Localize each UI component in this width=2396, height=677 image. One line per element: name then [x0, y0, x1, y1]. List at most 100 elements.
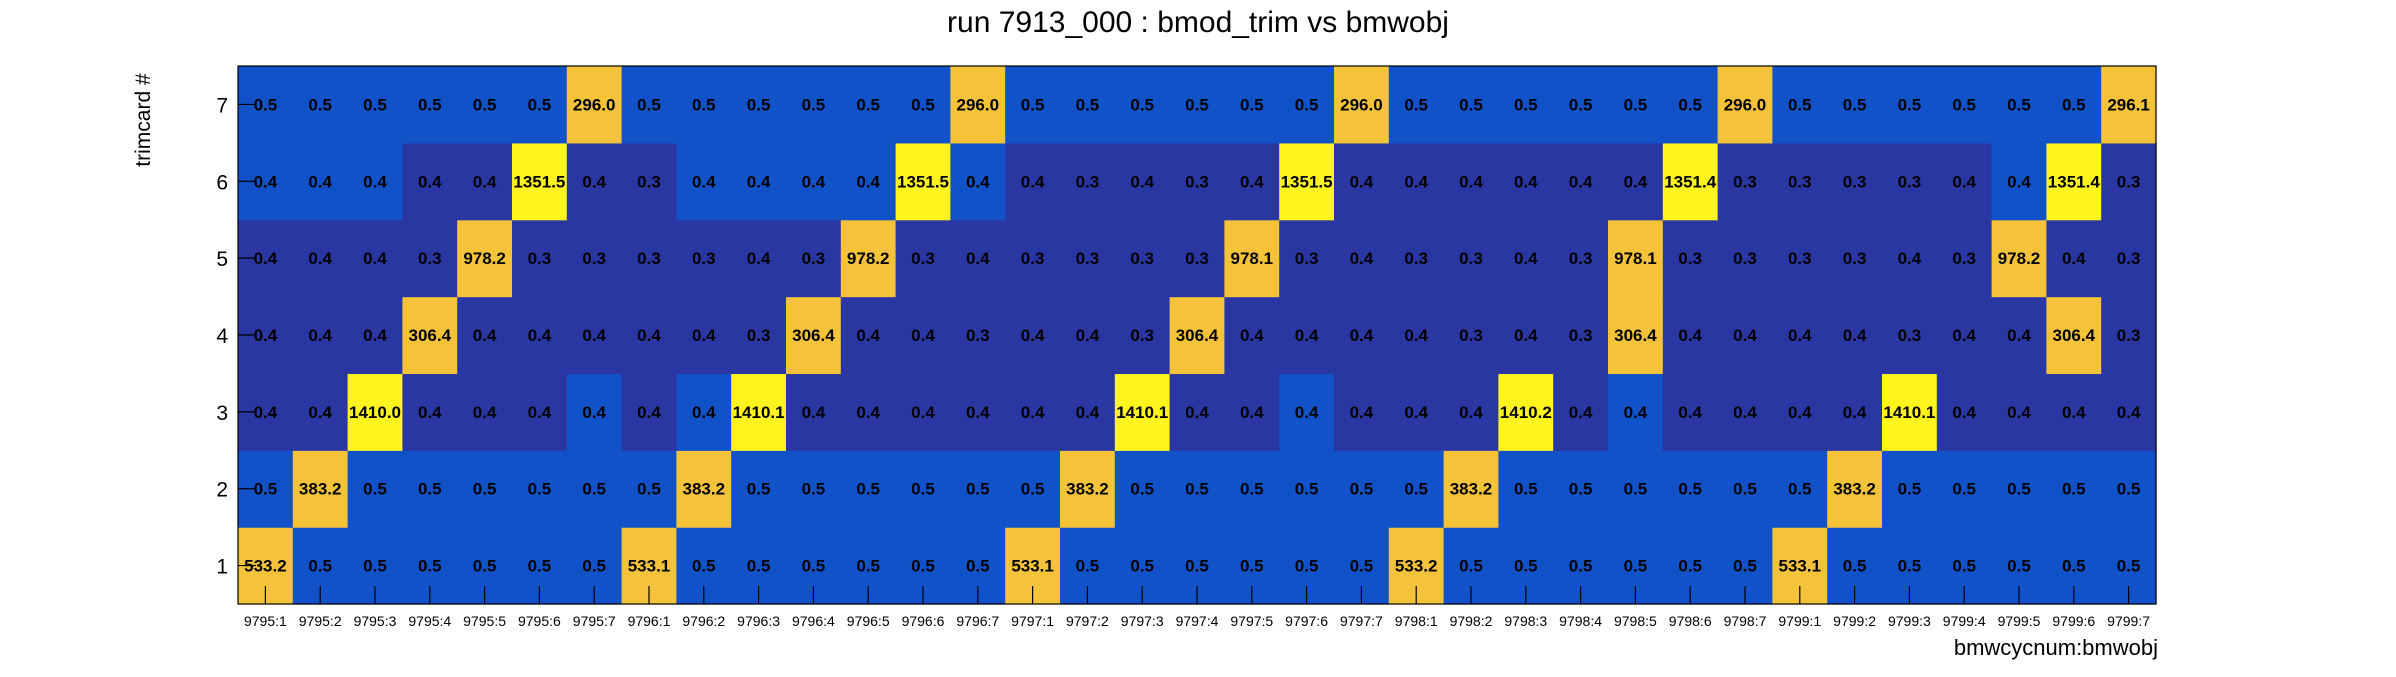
cell-value-label: 0.3 [911, 249, 935, 268]
heatmap-cell [1772, 66, 1828, 144]
heatmap-cell [457, 296, 513, 375]
cell-value-label: 0.5 [473, 480, 497, 499]
heatmap-cell [1169, 450, 1225, 528]
cell-value-label: 0.3 [637, 172, 661, 191]
cell-value-label: 0.3 [1130, 326, 1154, 345]
cell-value-label: 0.5 [1350, 480, 1374, 499]
heatmap-cell [1772, 450, 1828, 528]
cell-value-label: 0.5 [1185, 95, 1209, 114]
heatmap-cell [1717, 219, 1773, 298]
cell-value-label: 0.5 [1076, 557, 1100, 576]
cell-value-label: 978.1 [1614, 249, 1657, 268]
heatmap-cell [676, 450, 732, 528]
cell-value-label: 0.3 [1295, 249, 1319, 268]
cell-value-label: 0.3 [2117, 249, 2141, 268]
cell-value-label: 0.3 [802, 249, 826, 268]
x-tick-label: 9796:1 [628, 613, 671, 629]
cell-value-label: 0.4 [418, 403, 442, 422]
cell-value-label: 0.4 [637, 403, 661, 422]
heatmap-cell [786, 296, 842, 375]
heatmap-cell [1005, 66, 1061, 144]
cell-value-label: 0.4 [1021, 403, 1045, 422]
heatmap-cell [950, 66, 1006, 144]
cell-value-label: 0.3 [1843, 172, 1867, 191]
heatmap-cell [1717, 450, 1773, 528]
heatmap-cell [1224, 450, 1280, 528]
heatmap-cell [457, 66, 513, 144]
heatmap-cell [292, 296, 349, 375]
x-axis-label: bmwcycnum:bmwobj [1954, 635, 2158, 660]
x-tick-label: 9799:6 [2052, 613, 2095, 629]
cell-value-label: 0.4 [1624, 403, 1648, 422]
heatmap-cell [1443, 450, 1499, 528]
heatmap-cell [676, 219, 732, 298]
heatmap-cell [1169, 66, 1225, 144]
cell-value-label: 533.2 [1395, 557, 1438, 576]
cell-labels: 533.2 0.5 0.5 0.5 0.5 0.5 0.5 533.1 0.5 0.5 0.5 0.5… [244, 95, 2150, 575]
cell-value-label: 0.4 [363, 172, 387, 191]
x-tick-label: 9798:4 [1559, 613, 1602, 629]
heatmap-cell [1882, 450, 1938, 528]
cell-value-label: 0.5 [418, 95, 442, 114]
heatmap-cell [1662, 219, 1719, 298]
cell-value-label: 0.5 [1624, 95, 1648, 114]
cell-value-label: 0.5 [528, 557, 552, 576]
cell-value-label: 0.5 [966, 557, 990, 576]
heatmap-cell [1991, 373, 2047, 451]
cell-value-label: 0.4 [473, 172, 497, 191]
heatmap-cell [1717, 142, 1773, 221]
cell-value-label: 0.5 [1404, 95, 1428, 114]
cell-value-label: 0.3 [1021, 249, 1045, 268]
cell-value-label: 0.5 [856, 557, 880, 576]
x-tick-label: 9796:4 [792, 613, 835, 629]
heatmap-cell [1005, 373, 1061, 451]
y-tick-label: 5 [216, 248, 228, 271]
cell-value-label: 383.2 [1066, 480, 1109, 499]
cell-value-label: 0.4 [1240, 403, 1264, 422]
cell-value-label: 0.5 [1733, 480, 1757, 499]
cell-value-label: 296.1 [2107, 95, 2150, 114]
cell-value-label: 0.4 [1843, 326, 1867, 345]
cell-value-label: 0.4 [637, 326, 661, 345]
cell-value-label: 1410.0 [349, 403, 401, 422]
cell-value-label: 0.4 [856, 403, 880, 422]
cell-value-label: 0.4 [1678, 403, 1702, 422]
heatmap-cell [1717, 373, 1773, 451]
x-tick-label: 9797:5 [1230, 613, 1273, 629]
heatmap-cell [950, 142, 1006, 221]
cell-value-label: 0.3 [2117, 326, 2141, 345]
heatmap-cell [402, 142, 458, 221]
heatmap-cell [292, 66, 349, 144]
heatmap-cell [950, 450, 1006, 528]
heatmap-cell [2101, 142, 2157, 221]
cell-value-label: 0.4 [1843, 403, 1867, 422]
cell-value-label: 0.5 [1843, 557, 1867, 576]
cell-value-label: 0.4 [2007, 172, 2031, 191]
heatmap-cell [1991, 66, 2047, 144]
cell-value-label: 0.5 [2062, 95, 2086, 114]
heatmap-cell [457, 219, 513, 298]
heatmap-cell [1334, 66, 1390, 144]
cell-value-label: 0.5 [363, 557, 387, 576]
cell-value-label: 0.5 [1240, 557, 1264, 576]
cell-value-label: 0.3 [747, 326, 771, 345]
cell-value-label: 306.4 [1614, 326, 1657, 345]
heatmap-cell [347, 296, 403, 375]
cell-value-label: 0.4 [1514, 249, 1538, 268]
heatmap-cell [731, 296, 787, 375]
heatmap-cell [1334, 142, 1390, 221]
heatmap-cell [512, 142, 568, 221]
heatmap-cell [1005, 219, 1061, 298]
cell-value-label: 383.2 [1833, 480, 1876, 499]
cell-value-label: 0.4 [1952, 403, 1976, 422]
heatmap-cell [621, 296, 677, 375]
heatmap-cell [512, 450, 568, 528]
cell-value-label: 296.0 [1340, 95, 1383, 114]
y-tick-label: 1 [216, 556, 228, 579]
cell-value-label: 0.4 [911, 326, 935, 345]
x-tick-label: 9796:6 [902, 613, 945, 629]
x-tick-label: 9799:3 [1888, 613, 1931, 629]
cell-value-label: 0.3 [1952, 249, 1976, 268]
heatmap-cell [2046, 373, 2102, 451]
heatmap-cell [1991, 219, 2047, 298]
